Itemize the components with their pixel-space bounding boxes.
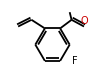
Text: O: O [80,16,88,26]
Text: F: F [72,56,78,66]
